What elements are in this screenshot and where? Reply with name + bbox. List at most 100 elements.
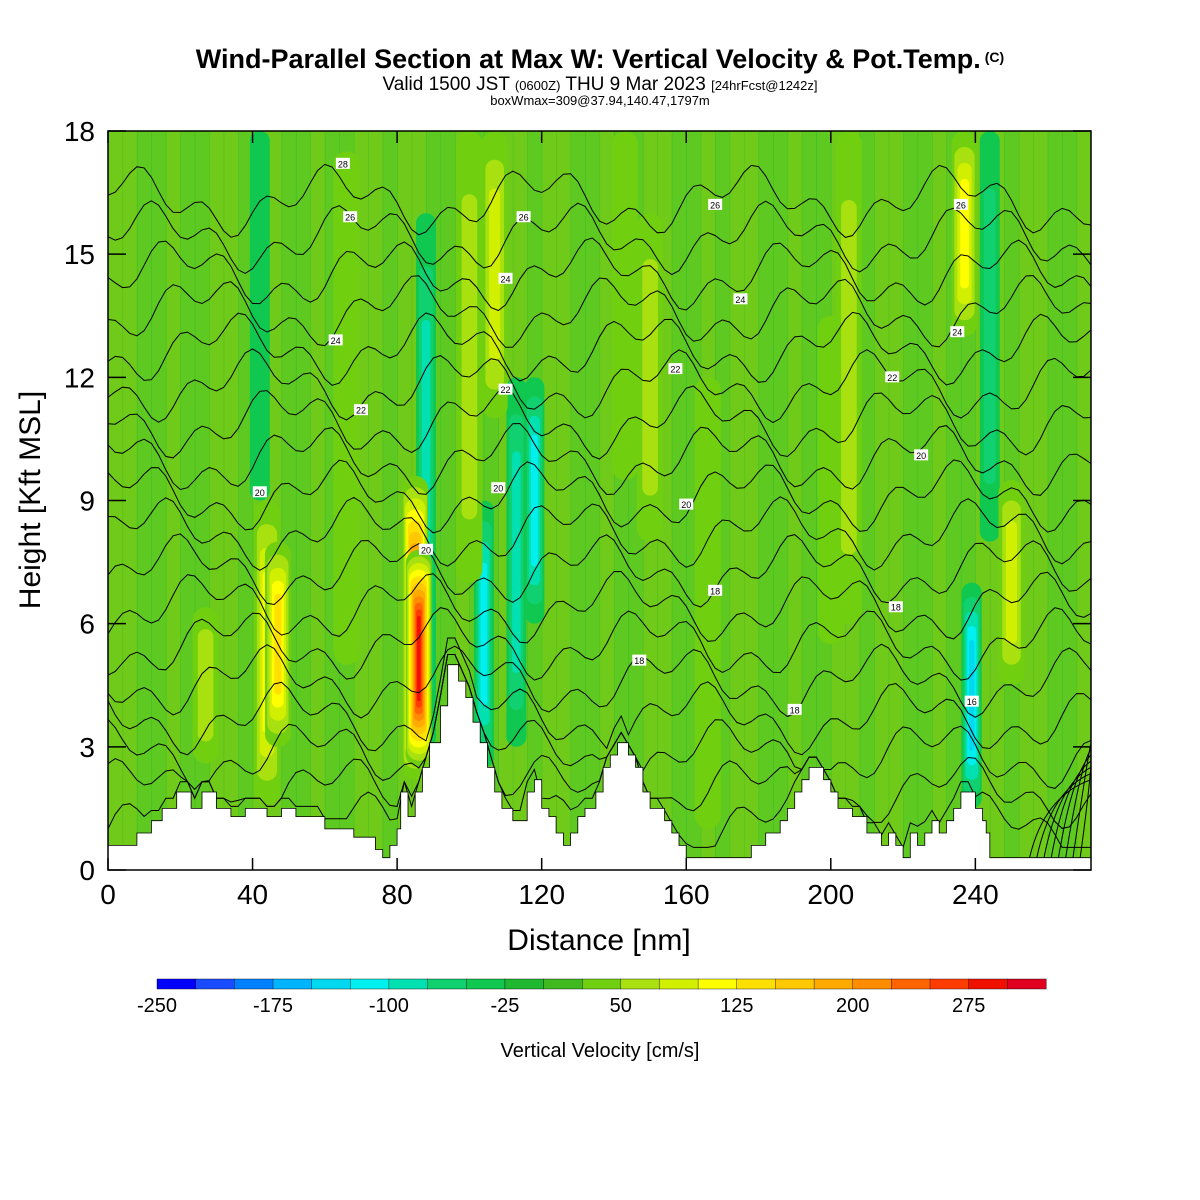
colorbar-swatch	[968, 978, 1008, 990]
y-tick-label: 15	[64, 239, 95, 270]
x-tick-label: 240	[952, 879, 999, 910]
contour-label-text: 24	[331, 336, 341, 346]
field-band	[180, 131, 196, 870]
colorbar-swatch	[388, 978, 429, 990]
colorbar-swatch	[543, 978, 583, 990]
colorbar: -250 -175 -100 -25 50 125 200 275	[137, 978, 1047, 1017]
contour-label: 22	[353, 404, 368, 416]
updraft-core	[417, 616, 421, 702]
contour-label-bg	[708, 584, 723, 596]
updraft-core	[642, 259, 658, 496]
contour-label: 28	[335, 157, 350, 169]
contour-label: 26	[708, 198, 723, 210]
y-tick-label: 3	[79, 732, 95, 763]
updraft-core	[197, 629, 214, 742]
contour-label-bg	[491, 482, 506, 494]
downdraft-core	[969, 640, 975, 751]
contour-label: 26	[343, 211, 358, 223]
updraft-core	[489, 188, 501, 361]
updraft-core	[333, 151, 360, 665]
colorbar-tick-label: -100	[369, 995, 409, 1017]
contour-label-text: 20	[916, 451, 926, 461]
x-axis: 0 40 80 120 160 200 240	[100, 131, 999, 910]
updraft-core	[1005, 521, 1017, 645]
contour-label: 20	[679, 498, 694, 510]
field-band	[382, 131, 398, 870]
chart-title: Wind-Parallel Section at Max W: Vertical…	[0, 44, 1200, 74]
colorbar-swatch	[311, 978, 351, 990]
contour-label: 26	[953, 198, 968, 210]
downdraft-core	[512, 451, 521, 673]
contour-label: 20	[914, 449, 929, 461]
field-band	[744, 131, 760, 870]
colorbar-swatch	[1007, 978, 1047, 990]
field-band	[310, 131, 326, 870]
colorbar-swatch	[466, 978, 506, 990]
contour-label-text: 20	[421, 545, 431, 555]
theta-contour	[1050, 760, 1091, 858]
colorbar-swatch	[852, 978, 892, 990]
contour-label: 26	[516, 211, 531, 223]
theta-contour	[108, 643, 1091, 719]
contour-label-text: 18	[710, 586, 720, 596]
colorbar-swatch	[736, 978, 776, 990]
contour-label: 18	[708, 584, 723, 596]
x-axis-label: Distance [nm]	[507, 924, 690, 957]
contour-label-bg	[335, 157, 350, 169]
field-band	[599, 131, 615, 870]
field-band	[122, 131, 138, 870]
contour-label-text: 22	[670, 365, 680, 375]
field-band	[295, 131, 311, 870]
downdraft-core	[983, 188, 996, 485]
y-tick-label: 0	[79, 855, 95, 886]
updraft-core	[611, 131, 638, 480]
field-band	[151, 131, 167, 870]
field-band	[801, 131, 817, 870]
contour-label-text: 24	[501, 274, 511, 284]
contour-label-bg	[950, 326, 965, 338]
theta-contour	[108, 163, 1091, 238]
y-tick-label: 9	[79, 486, 95, 517]
field-band	[136, 131, 152, 870]
contour-label-text: 18	[634, 656, 644, 666]
colorbar-swatch	[582, 978, 622, 990]
colorbar-swatch	[427, 978, 467, 990]
field-band	[281, 131, 297, 870]
contour-label-text: 26	[519, 213, 529, 223]
contour-label-bg	[516, 211, 531, 223]
x-tick-label: 160	[663, 879, 710, 910]
field-band	[888, 131, 904, 870]
theta-contour	[1036, 773, 1091, 858]
colorbar-swatch	[504, 978, 545, 990]
contour-label-bg	[252, 486, 267, 498]
field-band	[932, 131, 948, 870]
contour-label: 24	[328, 334, 343, 346]
contour-label-bg	[953, 198, 968, 210]
field-band	[570, 131, 586, 870]
theta-contour	[108, 496, 1091, 571]
contour-label-text: 26	[710, 200, 720, 210]
field-band	[787, 131, 803, 870]
title-copyright: (C)	[984, 49, 1005, 65]
colorbar-tick-label: -250	[137, 995, 177, 1017]
downdraft-core	[480, 562, 488, 706]
y-tick-label: 12	[64, 362, 95, 393]
contour-label-text: 18	[790, 705, 800, 715]
contour-label-bg	[964, 695, 979, 707]
field-band	[874, 131, 890, 870]
theta-contour	[1043, 766, 1091, 858]
contour-label: 24	[498, 272, 513, 284]
colorbar-swatch	[156, 978, 197, 990]
theta-contour	[108, 311, 1091, 386]
box-info: boxWmax=309@37.94,140.47,1797m	[490, 93, 710, 108]
colorbar-swatch	[350, 978, 390, 990]
colorbar-tick-label: -25	[490, 995, 519, 1017]
colorbar-swatch	[620, 978, 660, 990]
theta-contour	[108, 237, 1091, 312]
contour-label-bg	[668, 363, 683, 375]
contour-label-bg	[419, 543, 434, 555]
colorbar-tick-label: 50	[610, 995, 632, 1017]
theta-contour	[1079, 736, 1091, 858]
field-band	[165, 131, 181, 870]
